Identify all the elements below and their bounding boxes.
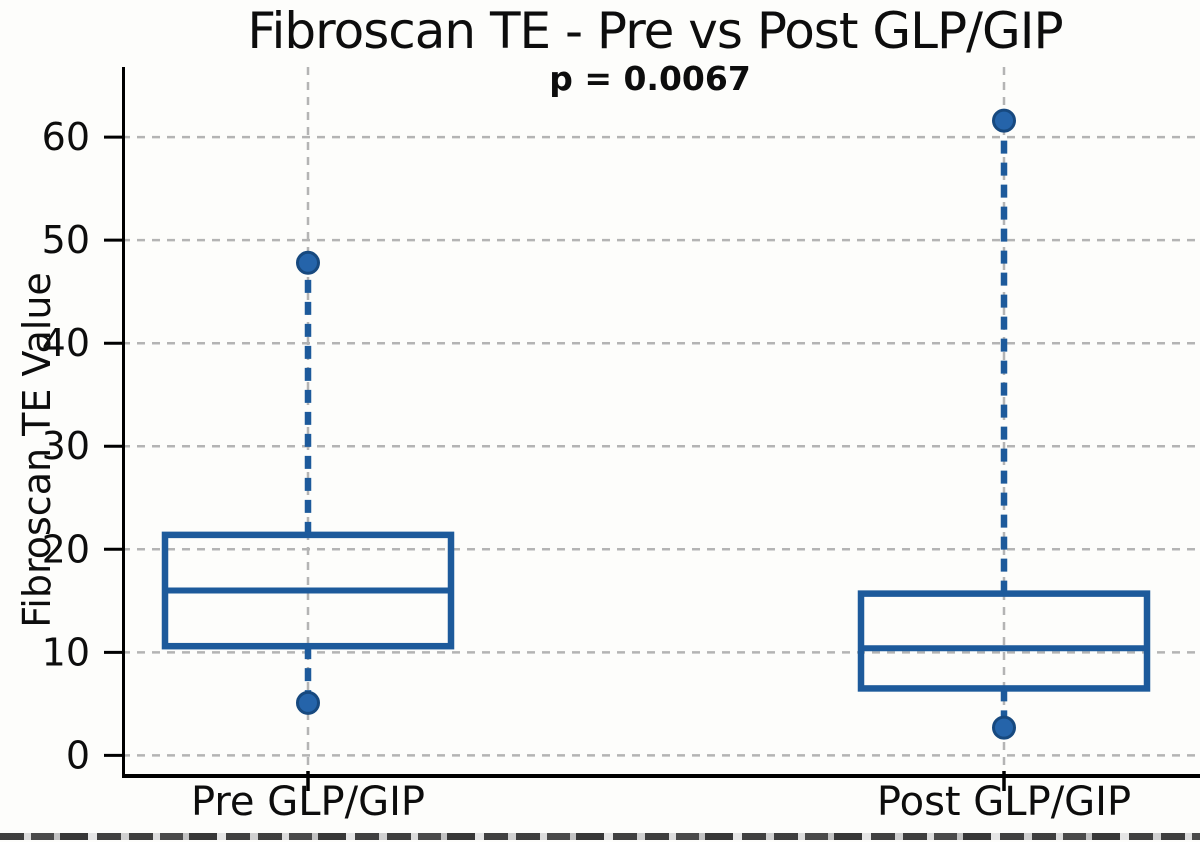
whisker-high-dot xyxy=(296,250,320,275)
whisker-high-dot xyxy=(992,108,1016,133)
y-tick-label: 40 xyxy=(42,321,90,365)
y-tick-label: 50 xyxy=(42,218,90,262)
box xyxy=(857,590,1151,692)
x-tick-label-post: Post GLP/GIP xyxy=(876,779,1132,825)
whisker-low-dot xyxy=(296,690,320,715)
chart-title: Fibroscan TE - Pre vs Post GLP/GIP xyxy=(247,2,1063,60)
whisker-low-dot xyxy=(992,715,1016,740)
x-tick-label-pre: Pre GLP/GIP xyxy=(190,779,426,825)
y-tick-label: 30 xyxy=(42,424,90,468)
y-tick-label: 60 xyxy=(42,115,90,159)
y-tick-label: 10 xyxy=(42,630,90,674)
y-tick-label: 20 xyxy=(42,527,90,571)
p-value-annotation: p = 0.0067 xyxy=(549,59,751,98)
y-tick-label: 0 xyxy=(66,733,90,777)
bottom-artifact-band xyxy=(0,833,1200,840)
